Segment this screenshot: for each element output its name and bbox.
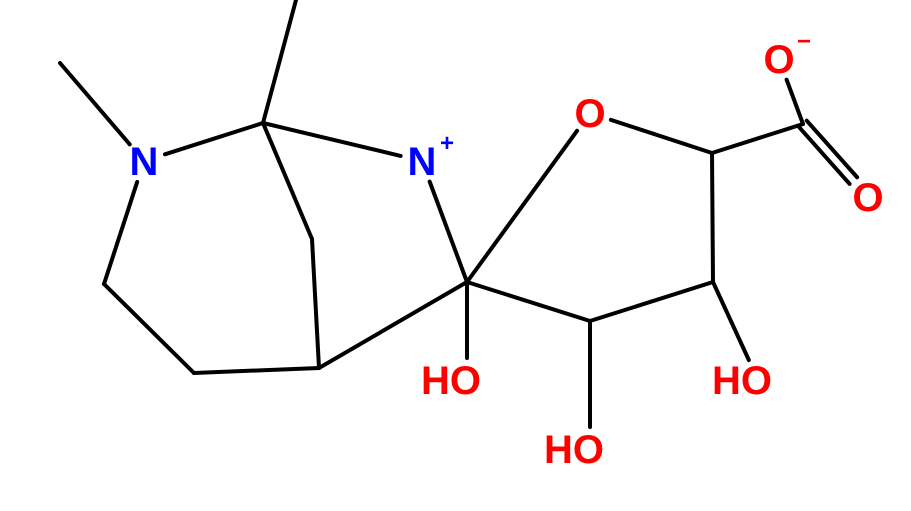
- bond: [611, 120, 712, 153]
- atom-O: HO: [712, 359, 772, 403]
- charge-label: +: [440, 130, 454, 157]
- bond: [590, 282, 713, 321]
- svg-text:HO: HO: [712, 359, 772, 403]
- bond: [104, 284, 194, 373]
- atom-O: O: [852, 176, 883, 220]
- bond: [263, 123, 401, 156]
- bond: [712, 124, 803, 153]
- charge-label: −: [797, 28, 811, 55]
- bond: [799, 127, 849, 184]
- atom-O: O−: [763, 28, 811, 82]
- svg-text:O: O: [574, 92, 605, 136]
- bond: [467, 131, 577, 282]
- atom-O: O: [574, 92, 605, 136]
- bond: [263, 123, 312, 239]
- bond: [104, 182, 137, 284]
- bond: [787, 80, 803, 124]
- atom-N: N+: [408, 130, 454, 184]
- bond: [263, 0, 296, 123]
- bond: [165, 123, 263, 154]
- bond: [194, 368, 319, 373]
- molecule-diagram: NN+HOHOHOOOO−: [0, 0, 911, 511]
- svg-text:HO: HO: [544, 428, 604, 472]
- svg-text:N: N: [130, 140, 159, 184]
- bond: [60, 63, 130, 144]
- atom-O: HO: [544, 428, 604, 472]
- bond: [312, 239, 319, 368]
- bond: [713, 282, 749, 360]
- bond: [807, 121, 857, 178]
- svg-text:HO: HO: [421, 359, 481, 403]
- svg-text:N: N: [408, 140, 437, 184]
- atom-N: N: [130, 140, 159, 184]
- bond: [430, 182, 467, 282]
- svg-text:O: O: [852, 176, 883, 220]
- svg-text:O: O: [763, 38, 794, 82]
- bond: [319, 282, 467, 368]
- atom-O: HO: [421, 359, 481, 403]
- bond: [712, 153, 713, 282]
- bond: [467, 282, 590, 321]
